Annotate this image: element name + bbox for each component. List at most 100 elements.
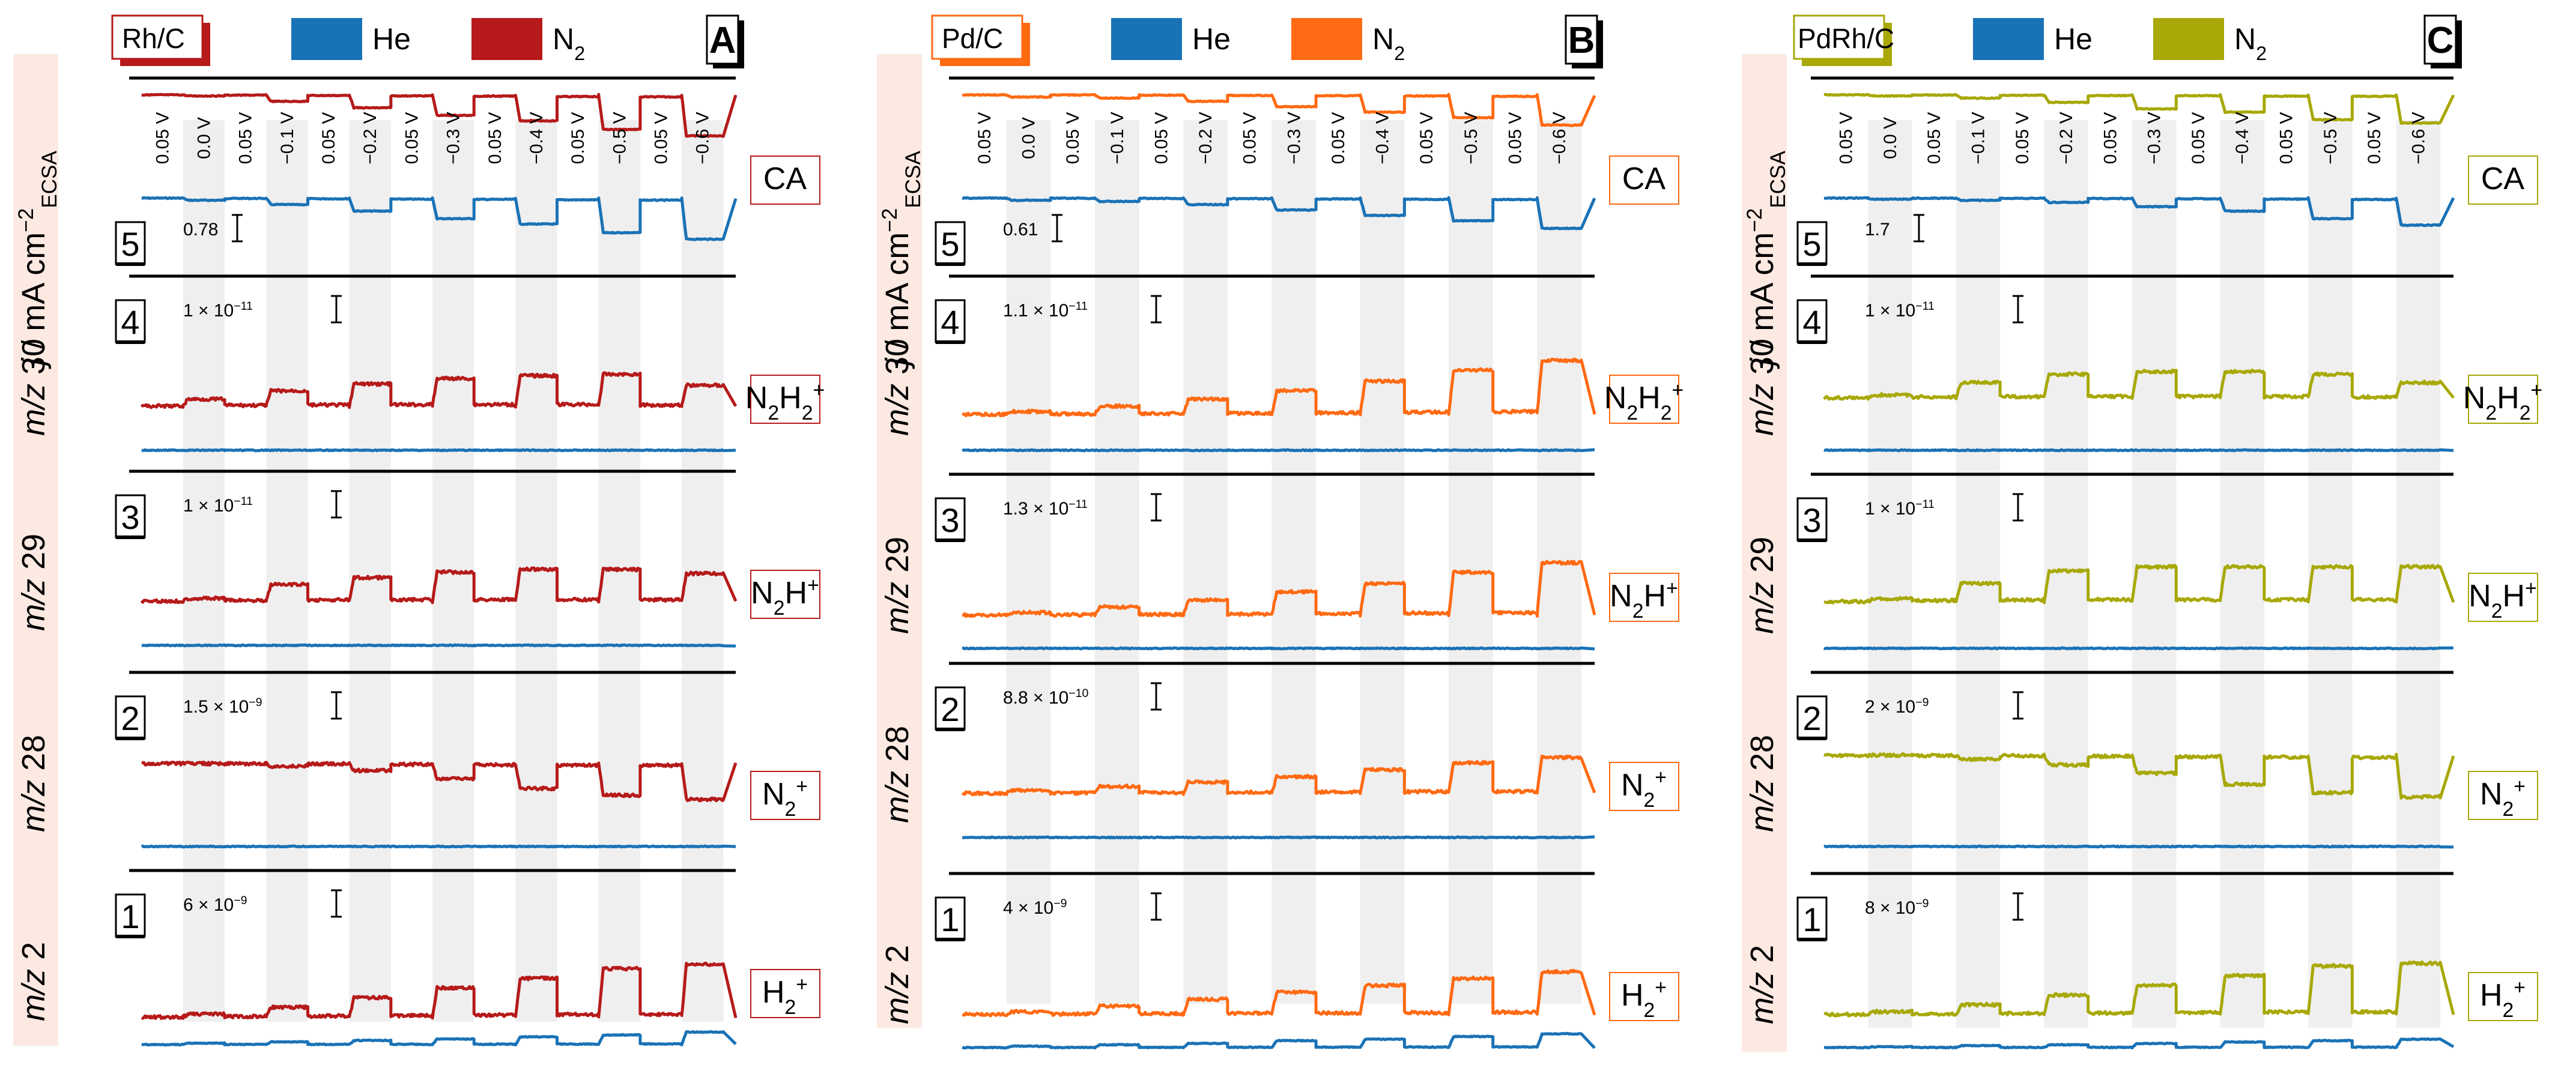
scale-bar-label: 4 × 10−9 [1003,897,1067,918]
signal-label: N2+ [750,771,820,821]
potential-label: 0.05 V [1240,112,1260,164]
signal-label-frame [750,375,820,424]
potential-label: 0.05 V [2013,112,2032,164]
scale-bar: 0.61 [1003,214,1062,243]
signal-label-text: N2H2+ [1604,379,1683,424]
legend-label-he: He [1192,22,1231,56]
legend-swatch-he [291,18,362,60]
row-number: 1 [115,893,146,938]
ylabel-text: m/z 2 [1744,945,1780,1024]
potential-label: 0.05 V [1837,112,1856,164]
potential-label: −0.6 V [1550,112,1569,164]
ylabel-text: m/z 28 [1744,735,1780,832]
signal-label-text: N2+ [1621,766,1667,812]
trace-n2 [1823,960,2455,1018]
scale-bar: 8.8 × 10−10 [1003,682,1162,711]
signal-label: N2+ [2468,771,2538,821]
title-box-frame [111,14,204,60]
ylabel-text: m/z 29 [1744,537,1780,634]
trace-n2 [140,371,738,409]
trace-he [141,1030,737,1047]
row-number-frame [115,695,146,740]
legend-label-he: He [372,22,411,56]
panel-letter: B [1565,14,1603,68]
catalyst-title: Rh/C [122,23,185,54]
title-box-frame [1793,14,1885,60]
signal-label-text: CA [2481,161,2525,196]
signal-label-frame [1609,972,1679,1021]
scale-bar-label: 2 × 10−9 [1865,696,1929,717]
signal-label-text: CA [1622,161,1666,196]
signal-label-text: H2+ [1621,976,1667,1022]
scale-bar: 2 × 10−9 [1865,691,2023,720]
row-number-frame [1796,896,1828,941]
potential-label: 0.05 V [1151,112,1171,164]
signal-label-text: H2+ [2480,976,2526,1022]
signal-label-frame [750,771,820,820]
signal-label: H2+ [2468,972,2538,1022]
trace-n2 [962,92,1596,127]
scale-bar: 1 × 10−11 [183,490,342,519]
potential-stripe [1094,120,1139,1004]
panel-letter-frame [2423,14,2457,65]
scale-bar: 1.5 × 10−9 [183,691,342,720]
ylabel-text: m/z 29 [879,537,915,634]
panel-letter-text: A [709,20,736,61]
legend-label-n2: N2 [2234,22,2267,64]
scale-bar-label: 1 × 10−11 [183,495,253,516]
potential-label: −0.3 V [1284,112,1304,164]
trace-n2 [141,961,738,1020]
trace-n2 [141,761,738,803]
panel-letter-text: C [2427,20,2454,61]
row-number-text: 2 [941,690,959,728]
potential-label: −0.5 V [2321,112,2341,164]
row-number-text: 2 [1802,699,1821,737]
ylabel-band [13,54,58,1046]
potential-label: 0.05 V [153,112,172,164]
row-number: 3 [935,497,966,542]
row-number-text: 1 [941,901,959,938]
potential-stripe [2220,120,2264,1028]
signal-label-frame [1609,155,1679,205]
row-1: 1 8 × 10−9 m/z 2 H2+ [1744,872,2538,1050]
trace-he [962,196,1596,231]
signal-label: N2H2+ [745,375,825,424]
trace-n2 [962,357,1596,418]
signal-label-frame [2468,573,2538,622]
potential-label: 0.05 V [319,112,339,164]
potential-label: 0.05 V [402,112,422,164]
signal-label: N2H+ [750,570,820,620]
scale-bar: 1.1 × 10−11 [1003,295,1162,324]
signal-label-frame [2468,972,2538,1021]
row-number-text: 1 [1802,901,1821,938]
potential-label: −0.5 V [1461,112,1481,164]
scale-bar-label: 1 × 10−11 [1865,498,1935,519]
potential-label: −0.4 V [1373,112,1393,164]
scale-bar-label: 1 × 10−11 [1865,300,1935,321]
signal-label: CA [1609,155,1679,205]
title-box-frame [931,14,1023,60]
ylabel: j / mA cm−2ECSA [878,151,925,370]
signal-label-frame [2468,155,2538,205]
row-5: 5 0.61 j / mA cm−2ECSA CA 0.05 V 0.0 V 0.05 V −… [878,76,1679,370]
row-number: 3 [1796,497,1828,542]
signal-label: CA [750,155,820,205]
signal-label-frame [1609,573,1679,622]
potential-label: −0.5 V [610,112,629,164]
potential-label: −0.6 V [693,112,713,164]
row-number: 2 [1796,695,1828,740]
row-number-frame [115,221,146,265]
panel-letter-frame [706,14,739,65]
ylabel-text: m/z 30 [879,339,915,436]
row-number: 1 [935,896,966,941]
ylabel-text: j / mA cm−2ECSA [878,151,925,370]
potential-label: −0.1 V [277,112,297,164]
row-number-text: 5 [941,225,959,263]
potential-label: 0.05 V [1417,112,1437,164]
signal-label-text: CA [763,161,807,196]
catalyst-title: PdRh/C [1798,23,1894,54]
ylabel-text: m/z 30 [16,339,52,436]
row-number: 3 [115,494,146,539]
trace-he [141,196,738,241]
trace-he [962,646,1595,651]
